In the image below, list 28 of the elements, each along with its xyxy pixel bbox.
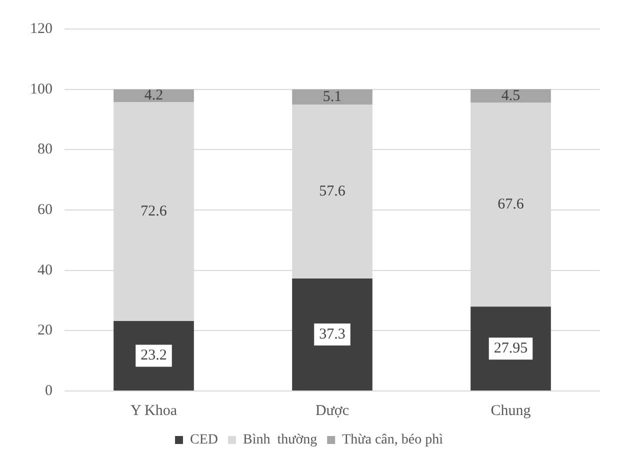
legend-label: Thừa cân, béo phì xyxy=(342,432,444,448)
data-label: 23.2 xyxy=(140,348,167,364)
y-tick-label: 120 xyxy=(30,20,52,37)
bar xyxy=(292,89,372,105)
bar xyxy=(470,306,551,390)
bar xyxy=(292,278,372,390)
bar xyxy=(114,89,194,102)
y-tick-label: 60 xyxy=(38,202,52,218)
y-tick-label: 80 xyxy=(38,142,52,158)
y-tick-label: 100 xyxy=(30,81,52,98)
data-label: 67.6 xyxy=(498,196,524,213)
data-label: 27.95 xyxy=(494,340,528,357)
data-label: 72.6 xyxy=(140,203,168,220)
data-label: 4.2 xyxy=(144,88,164,104)
data-label: 5.1 xyxy=(322,88,342,105)
data-label: 37.3 xyxy=(319,326,346,342)
y-tick-label: 20 xyxy=(38,322,52,339)
data-label: 4.5 xyxy=(501,88,520,104)
x-tick-label: Dược xyxy=(315,402,350,419)
x-tick-label: Y Khoa xyxy=(130,402,178,419)
bar xyxy=(470,89,551,103)
bar xyxy=(114,321,194,390)
y-tick-label: 0 xyxy=(45,382,52,399)
x-tick-label: Chung xyxy=(490,402,532,419)
legend-label: Bình thường xyxy=(243,432,318,448)
y-tick-label: 40 xyxy=(38,262,52,278)
legend-label: CED xyxy=(190,432,218,448)
data-label: 57.6 xyxy=(319,184,346,200)
